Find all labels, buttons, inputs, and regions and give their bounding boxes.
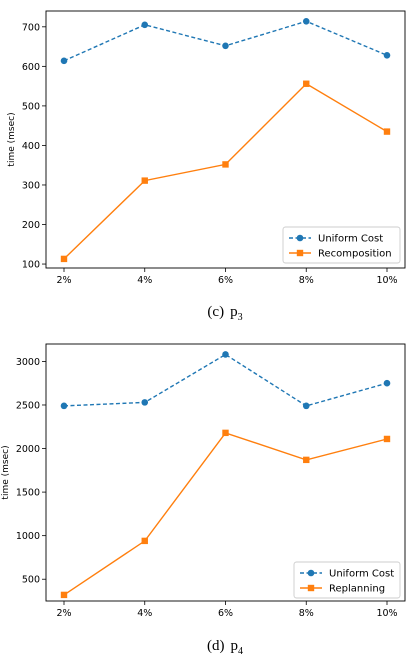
y-tick-label: 700	[22, 22, 40, 33]
caption-subscript: 4	[238, 646, 243, 657]
data-point	[141, 399, 149, 406]
data-point	[303, 80, 310, 87]
chart-panel-0: 100 200 300 400 500 600 700 2% 4% 6% 8% 10% time (ms…	[7, 10, 406, 323]
x-tick-label: 10%	[376, 608, 397, 619]
legend-label: Uniform Cost	[329, 569, 394, 580]
y-tick-label: 3000	[16, 357, 40, 368]
data-point	[60, 402, 68, 410]
data-point	[60, 591, 68, 599]
caption-name: p	[231, 638, 239, 654]
data-point	[60, 57, 68, 65]
legend-label: Recomposition	[318, 249, 392, 260]
caption-subscript: 3	[238, 312, 243, 323]
series-line-0	[63, 353, 388, 407]
x-tick-label: 4%	[137, 608, 152, 619]
legend: Uniform Cost Recomposition	[282, 226, 401, 264]
legend: Uniform Cost Replanning	[293, 561, 401, 599]
y-tick-label: 300	[22, 180, 40, 191]
data-point	[383, 128, 391, 135]
legend-box	[293, 561, 401, 599]
y-tick-label: 200	[22, 220, 40, 231]
data-point	[141, 537, 148, 545]
data-point	[383, 51, 391, 59]
x-tick-label: 10%	[376, 275, 397, 286]
legend-marker	[296, 234, 304, 242]
y-tick-label: 500	[22, 575, 40, 586]
y-tick-label: 1000	[16, 531, 40, 542]
caption-letter: (c)	[207, 304, 224, 320]
figure-caption: (d) p4	[207, 638, 243, 657]
legend-label: Replanning	[329, 584, 385, 595]
data-point	[383, 435, 391, 443]
x-tick-label: 8%	[299, 608, 314, 619]
legend-box	[282, 226, 401, 264]
y-axis-label: time (msec)	[7, 112, 17, 166]
caption-name: p	[230, 304, 238, 320]
y-tick-label: 2500	[16, 400, 40, 411]
legend-label: Uniform Cost	[318, 234, 383, 245]
figure-caption: (c) p3	[207, 304, 242, 323]
y-tick-label: 400	[22, 141, 40, 152]
y-tick-label: 1500	[16, 488, 40, 499]
data-point	[222, 161, 229, 168]
data-point	[141, 177, 148, 184]
data-point	[302, 17, 310, 25]
series-line-0	[63, 20, 388, 62]
legend-marker	[307, 569, 315, 577]
chart-panel-1: 500 1000 1500 2000 2500 3000 2% 4% 6% 8% 10% time (…	[1, 343, 406, 657]
x-tick-label: 6%	[218, 608, 233, 619]
y-tick-label: 2000	[16, 444, 40, 455]
y-axis-label: time (msec)	[1, 445, 11, 499]
x-tick-label: 4%	[137, 275, 152, 286]
y-tick-label: 100	[22, 260, 40, 271]
x-tick-label: 8%	[299, 275, 314, 286]
x-tick-label: 2%	[56, 275, 71, 286]
x-tick-label: 6%	[218, 275, 233, 286]
data-point	[222, 42, 229, 50]
data-point	[60, 255, 68, 263]
data-point	[302, 402, 310, 410]
y-tick-label: 600	[22, 62, 40, 73]
legend-marker	[307, 584, 315, 592]
data-point	[303, 456, 310, 464]
x-tick-label: 2%	[56, 608, 71, 619]
legend-marker	[296, 249, 304, 257]
data-point	[383, 379, 391, 387]
caption-letter: (d)	[207, 638, 225, 654]
y-tick-label: 500	[22, 101, 40, 112]
data-point	[141, 21, 149, 29]
data-point	[222, 429, 229, 437]
data-point	[222, 351, 229, 358]
